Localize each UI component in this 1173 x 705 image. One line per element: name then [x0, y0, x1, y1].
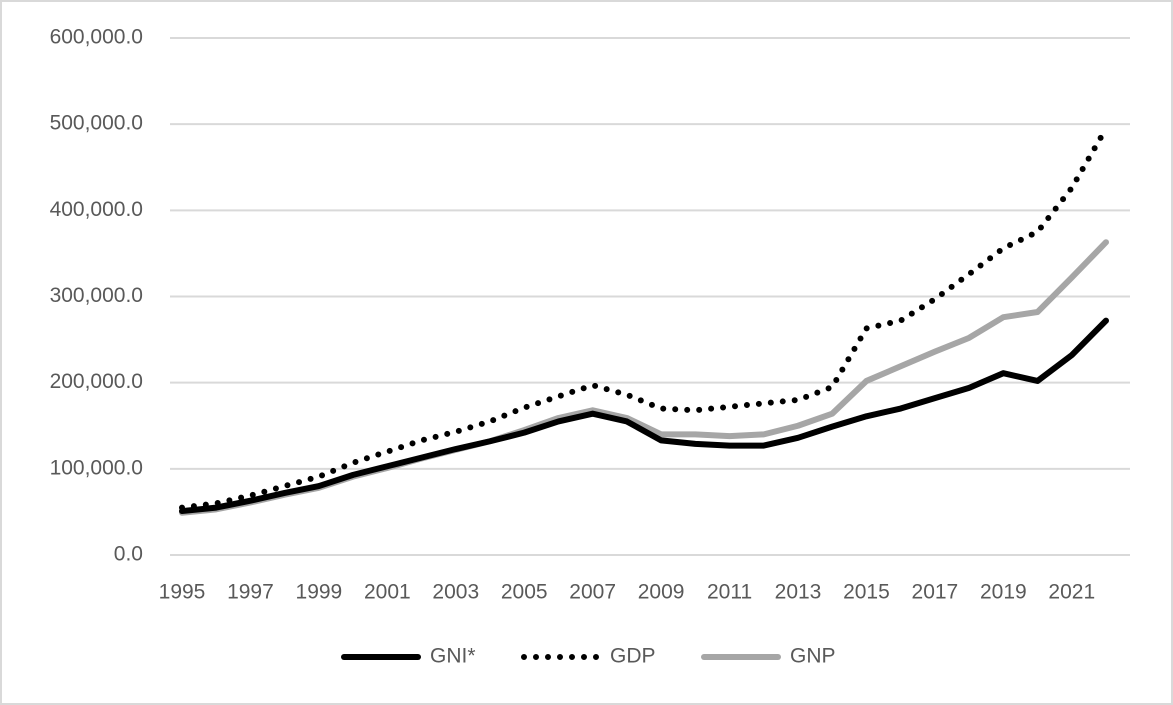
- y-tick-label: 600,000.0: [50, 26, 143, 49]
- y-tick-label: 300,000.0: [50, 284, 143, 307]
- x-tick-label: 1995: [159, 581, 206, 604]
- x-tick-label: 2001: [364, 581, 411, 604]
- y-tick-label: 0.0: [114, 543, 143, 566]
- x-tick-label: 2003: [432, 581, 479, 604]
- x-tick-label: 2007: [569, 581, 616, 604]
- y-tick-label: 100,000.0: [50, 456, 143, 479]
- x-tick-label: 2013: [775, 581, 822, 604]
- legend-label: GNP: [790, 645, 836, 668]
- x-tick-label: 2019: [980, 581, 1027, 604]
- x-tick-label: 1999: [296, 581, 343, 604]
- x-tick-label: 2017: [912, 581, 959, 604]
- legend-label: GDP: [610, 645, 656, 668]
- y-tick-label: 400,000.0: [50, 198, 143, 221]
- x-tick-label: 2021: [1048, 581, 1095, 604]
- x-tick-label: 1997: [227, 581, 274, 604]
- series-line: [179, 317, 1109, 515]
- y-tick-label: 200,000.0: [50, 370, 143, 393]
- series-line: [179, 125, 1109, 511]
- x-tick-label: 2011: [707, 581, 752, 604]
- x-tick-label: 2009: [638, 581, 685, 604]
- x-tick-label: 2005: [501, 581, 548, 604]
- legend-label: GNI*: [430, 645, 476, 668]
- x-tick-label: 2015: [843, 581, 890, 604]
- y-tick-label: 500,000.0: [50, 112, 143, 135]
